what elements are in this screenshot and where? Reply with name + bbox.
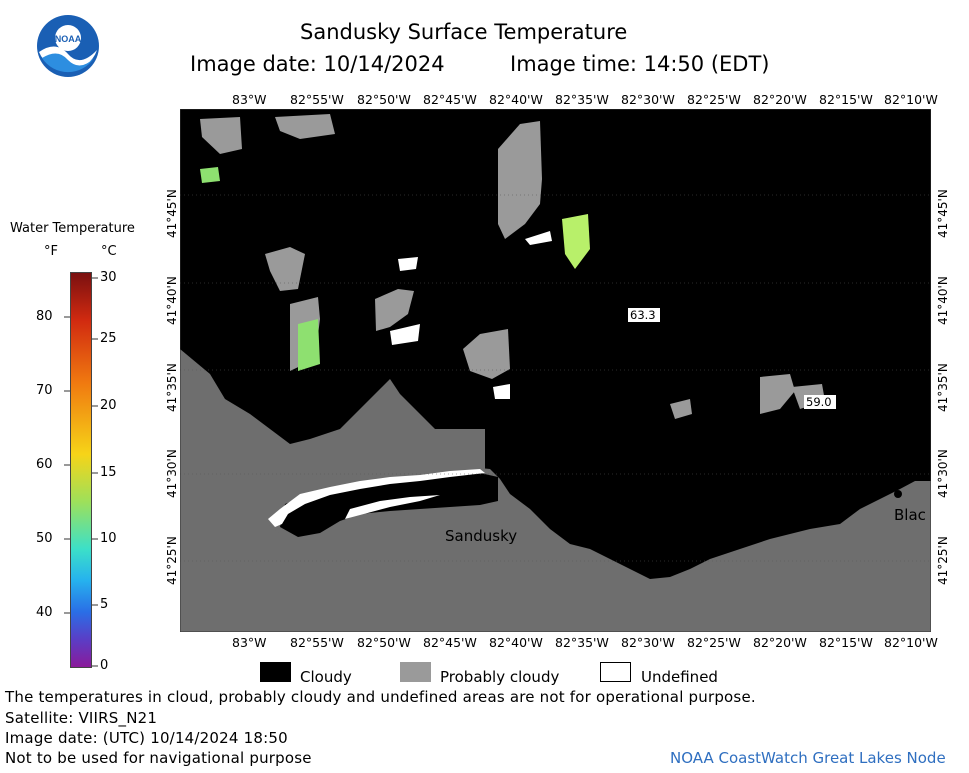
lat-left-label: 41°35'N [165, 363, 179, 412]
lon-bottom-label: 82°25'W [687, 635, 741, 650]
land-area [180, 349, 931, 632]
lon-top-label: 82°40'W [489, 92, 543, 107]
legend-label-undefined: Undefined [641, 668, 718, 686]
c-tick: 0 [100, 658, 109, 673]
c-tick: 10 [100, 531, 117, 546]
lon-top-label: 82°25'W [687, 92, 741, 107]
lon-top-label: 82°55'W [290, 92, 344, 107]
f-tick: 60 [36, 457, 53, 472]
legend-swatch-undefined [600, 662, 631, 682]
probably-cloudy-patch [200, 117, 242, 154]
probably-cloudy-patch [760, 374, 795, 414]
lon-bottom-label: 82°50'W [357, 635, 411, 650]
probably-cloudy-patch [670, 399, 692, 419]
undefined-area [345, 495, 440, 519]
lat-left-label: 41°40'N [165, 276, 179, 325]
lat-right-label: 41°30'N [936, 449, 950, 498]
lon-top-label: 82°35'W [555, 92, 609, 107]
logo-text: NOAA [55, 34, 82, 44]
footer-satellite: Satellite: VIIRS_N21 [5, 709, 158, 727]
surface-temperature-map: 63.3 59.0 Sandusky Blac [180, 109, 931, 632]
lon-bottom-label: 82°35'W [555, 635, 609, 650]
c-tick: 5 [100, 597, 109, 612]
city-label-sandusky: Sandusky [445, 527, 517, 545]
city-label-bla: Blac [894, 506, 926, 524]
f-tick: 80 [36, 309, 53, 324]
lon-bottom-label: 82°20'W [753, 635, 807, 650]
warm-water-patch [298, 319, 320, 371]
f-tick: 50 [36, 531, 53, 546]
lon-bottom-label: 83°W [232, 635, 267, 650]
c-tick: 25 [100, 331, 117, 346]
image-date: Image date: 10/14/2024 [190, 52, 445, 76]
legend-swatch-cloudy [260, 662, 291, 682]
probably-cloudy-patch [275, 114, 335, 139]
c-tick: 20 [100, 398, 117, 413]
lon-bottom-label: 82°45'W [423, 635, 477, 650]
lat-right-label: 41°35'N [936, 363, 950, 412]
lon-bottom-label: 82°10'W [884, 635, 938, 650]
lon-top-label: 82°45'W [423, 92, 477, 107]
colorbar-unit-c: °C [101, 244, 117, 259]
temp-label-1: 63.3 [630, 308, 656, 322]
f-tick: 70 [36, 383, 53, 398]
lon-top-label: 82°20'W [753, 92, 807, 107]
legend-swatch-probably-cloudy [400, 662, 431, 682]
noaa-logo: NOAA [37, 15, 99, 77]
lon-top-label: 82°30'W [621, 92, 675, 107]
lon-top-label: 82°15'W [819, 92, 873, 107]
lat-left-label: 41°30'N [165, 449, 179, 498]
f-tick: 40 [36, 605, 53, 620]
lon-bottom-label: 82°30'W [621, 635, 675, 650]
footer-utc-date: Image date: (UTC) 10/14/2024 18:50 [5, 729, 288, 747]
warm-water-patch [200, 167, 220, 183]
lat-right-label: 41°45'N [936, 189, 950, 238]
lon-top-label: 82°10'W [884, 92, 938, 107]
probably-cloudy-patch [498, 121, 542, 239]
lat-left-label: 41°25'N [165, 536, 179, 585]
footer-navigation-warning: Not to be used for navigational purpose [5, 749, 312, 767]
legend-label-probably-cloudy: Probably cloudy [440, 668, 560, 686]
lon-bottom-label: 82°15'W [819, 635, 873, 650]
colorbar-ticks [64, 277, 98, 667]
c-tick: 30 [100, 270, 117, 285]
page-title: Sandusky Surface Temperature [300, 20, 628, 44]
footer-disclaimer: The temperatures in cloud, probably clou… [5, 688, 756, 706]
lat-right-label: 41°25'N [936, 536, 950, 585]
colorbar-unit-f: °F [44, 244, 58, 259]
undefined-area [493, 384, 510, 399]
probably-cloudy-patch [265, 247, 305, 291]
probably-cloudy-patch [375, 289, 414, 331]
colorbar-title: Water Temperature [10, 221, 135, 236]
lon-top-label: 82°50'W [357, 92, 411, 107]
probably-cloudy-patch [463, 329, 510, 379]
lon-bottom-label: 82°40'W [489, 635, 543, 650]
warm-water-patch [562, 214, 590, 269]
lat-left-label: 41°45'N [165, 189, 179, 238]
temp-label-2: 59.0 [806, 395, 832, 409]
undefined-area [398, 257, 418, 271]
lon-bottom-label: 82°55'W [290, 635, 344, 650]
undefined-area [268, 469, 485, 527]
image-time: Image time: 14:50 (EDT) [510, 52, 770, 76]
colorbar-gradient [70, 272, 92, 668]
undefined-area [390, 324, 420, 345]
footer-credit: NOAA CoastWatch Great Lakes Node [670, 749, 946, 767]
legend-label-cloudy: Cloudy [300, 668, 352, 686]
lon-top-label: 83°W [232, 92, 267, 107]
lat-right-label: 41°40'N [936, 276, 950, 325]
undefined-area [525, 231, 552, 245]
city-marker [894, 490, 902, 498]
c-tick: 15 [100, 465, 117, 480]
